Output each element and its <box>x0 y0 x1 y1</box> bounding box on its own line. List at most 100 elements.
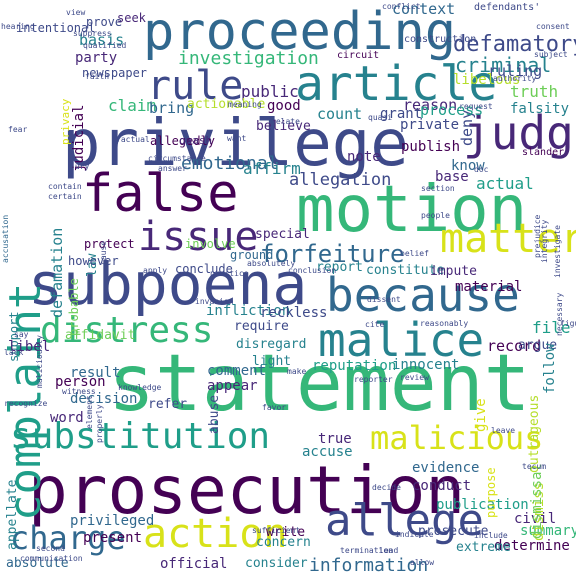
word-certain: certain <box>48 192 82 201</box>
word-report: report <box>316 260 363 275</box>
word-apply: apply <box>143 266 168 275</box>
word-sufficient: sufficient <box>252 526 301 535</box>
word-appellate: appellate <box>5 480 20 551</box>
word-communication: communication <box>20 554 83 563</box>
word-lack: lack <box>4 348 24 357</box>
word-impute: impute <box>430 264 477 279</box>
word-properly: properly <box>95 404 104 443</box>
word-give: give <box>473 398 489 432</box>
word-refer: refer <box>148 397 188 412</box>
word-ruling: ruling <box>488 62 543 80</box>
word-libel: libel <box>8 339 51 355</box>
word-extreme: extreme <box>456 540 511 555</box>
word-integrity: integrity <box>540 220 549 264</box>
word-investigation: investigation <box>178 48 319 69</box>
word-decision: decision <box>70 391 138 407</box>
word-publish: publish <box>401 139 461 155</box>
word-count: count <box>317 105 363 123</box>
word-material: material <box>455 279 523 295</box>
word-argue: argue <box>518 338 558 353</box>
word-answer: answer <box>158 164 187 173</box>
word-actual: actual <box>476 174 534 193</box>
word-determine: determine <box>494 538 570 554</box>
word-dismissal: dismissal <box>529 463 545 539</box>
word-official: official <box>160 556 228 572</box>
word-matter: matter <box>440 216 576 262</box>
word-consider: consider <box>245 556 308 571</box>
word-prosecution: prosecution <box>28 452 466 529</box>
word-privacy: privacy <box>59 99 72 146</box>
word-contain: contain <box>48 182 82 191</box>
word-file: file <box>532 318 571 337</box>
word-believe: believe <box>256 119 311 134</box>
word-dissent: dissent <box>367 295 401 304</box>
word-purpose: purpose <box>484 467 498 518</box>
word-factual: factual <box>116 135 150 144</box>
word-view: view <box>66 8 86 17</box>
word-libelous: libelous <box>453 72 521 88</box>
word-malicious: malicious <box>370 419 544 457</box>
word-consent: consent <box>536 22 570 31</box>
word-recognize: recognize <box>4 399 48 408</box>
word-follow: follow <box>542 343 558 394</box>
word-public: public <box>241 82 299 101</box>
word-issue: issue <box>138 214 259 260</box>
word-say: say <box>14 330 29 339</box>
word-allegedly: allegedly <box>150 134 216 148</box>
word-claim: claim <box>108 96 157 115</box>
word-require: require <box>234 319 289 334</box>
word-innocent: innocent <box>392 357 460 373</box>
word-cause: cause <box>99 241 108 266</box>
word-accuse: accuse <box>302 444 353 460</box>
word-evidence: evidence <box>412 460 480 476</box>
word-defamation: defamation <box>48 228 66 319</box>
word-basis: basis <box>79 31 125 49</box>
word-summary: summary <box>520 523 576 539</box>
word-appear: appear <box>207 378 258 394</box>
word-good: good <box>267 98 301 114</box>
word-defendants: defendants' <box>474 2 541 13</box>
word-meaning: meaning <box>228 100 262 109</box>
word-bring: bring <box>149 99 195 117</box>
word-however: however <box>68 254 119 268</box>
word-make: make <box>287 367 307 376</box>
word-civil: civil <box>514 511 557 527</box>
word-conclusion: conclusion <box>288 266 337 275</box>
word-relate: relate <box>271 117 300 126</box>
word-privilege: privilege <box>62 107 409 181</box>
word-subpoena: subpoena <box>28 250 308 318</box>
word-favor: favor <box>262 403 287 412</box>
word-construction: construction <box>404 34 477 45</box>
word-reason: reason <box>403 96 458 114</box>
word-note: note <box>347 149 381 165</box>
word-infliction: infliction <box>206 303 291 319</box>
word-actionable: actionable <box>187 97 266 112</box>
word-practice: practice <box>210 269 249 278</box>
word-absolutely: absolutely <box>247 259 296 268</box>
word-prove: prove <box>86 15 123 29</box>
word-jury: jury <box>70 162 90 171</box>
word-prosecute: prosecute <box>418 524 489 539</box>
word-article: article <box>295 56 498 112</box>
word-private: private <box>400 117 460 133</box>
word-authority: authority <box>493 74 537 83</box>
word-investigate: investigate <box>553 225 562 278</box>
word-knowledge: knowledge <box>118 383 162 392</box>
word-figure: figure <box>560 319 576 328</box>
word-indicate: indicate <box>395 530 434 539</box>
word-distress: distress <box>40 310 214 351</box>
word-comment: comment <box>207 363 267 379</box>
word-request: request <box>459 102 493 111</box>
word-reckless: reckless <box>260 305 328 321</box>
word-special: special <box>255 227 310 242</box>
word-true: true <box>318 431 352 447</box>
word-disregard: disregard <box>236 337 307 352</box>
word-record: record <box>487 337 542 355</box>
word-people: people <box>421 211 450 220</box>
word-know: know <box>451 158 485 174</box>
word-qualified: qualified <box>83 41 127 50</box>
word-doc: doc <box>474 165 489 174</box>
word-ground: ground <box>230 248 274 262</box>
word-slander: slander <box>522 147 565 158</box>
word-falsity: falsity <box>510 101 570 117</box>
